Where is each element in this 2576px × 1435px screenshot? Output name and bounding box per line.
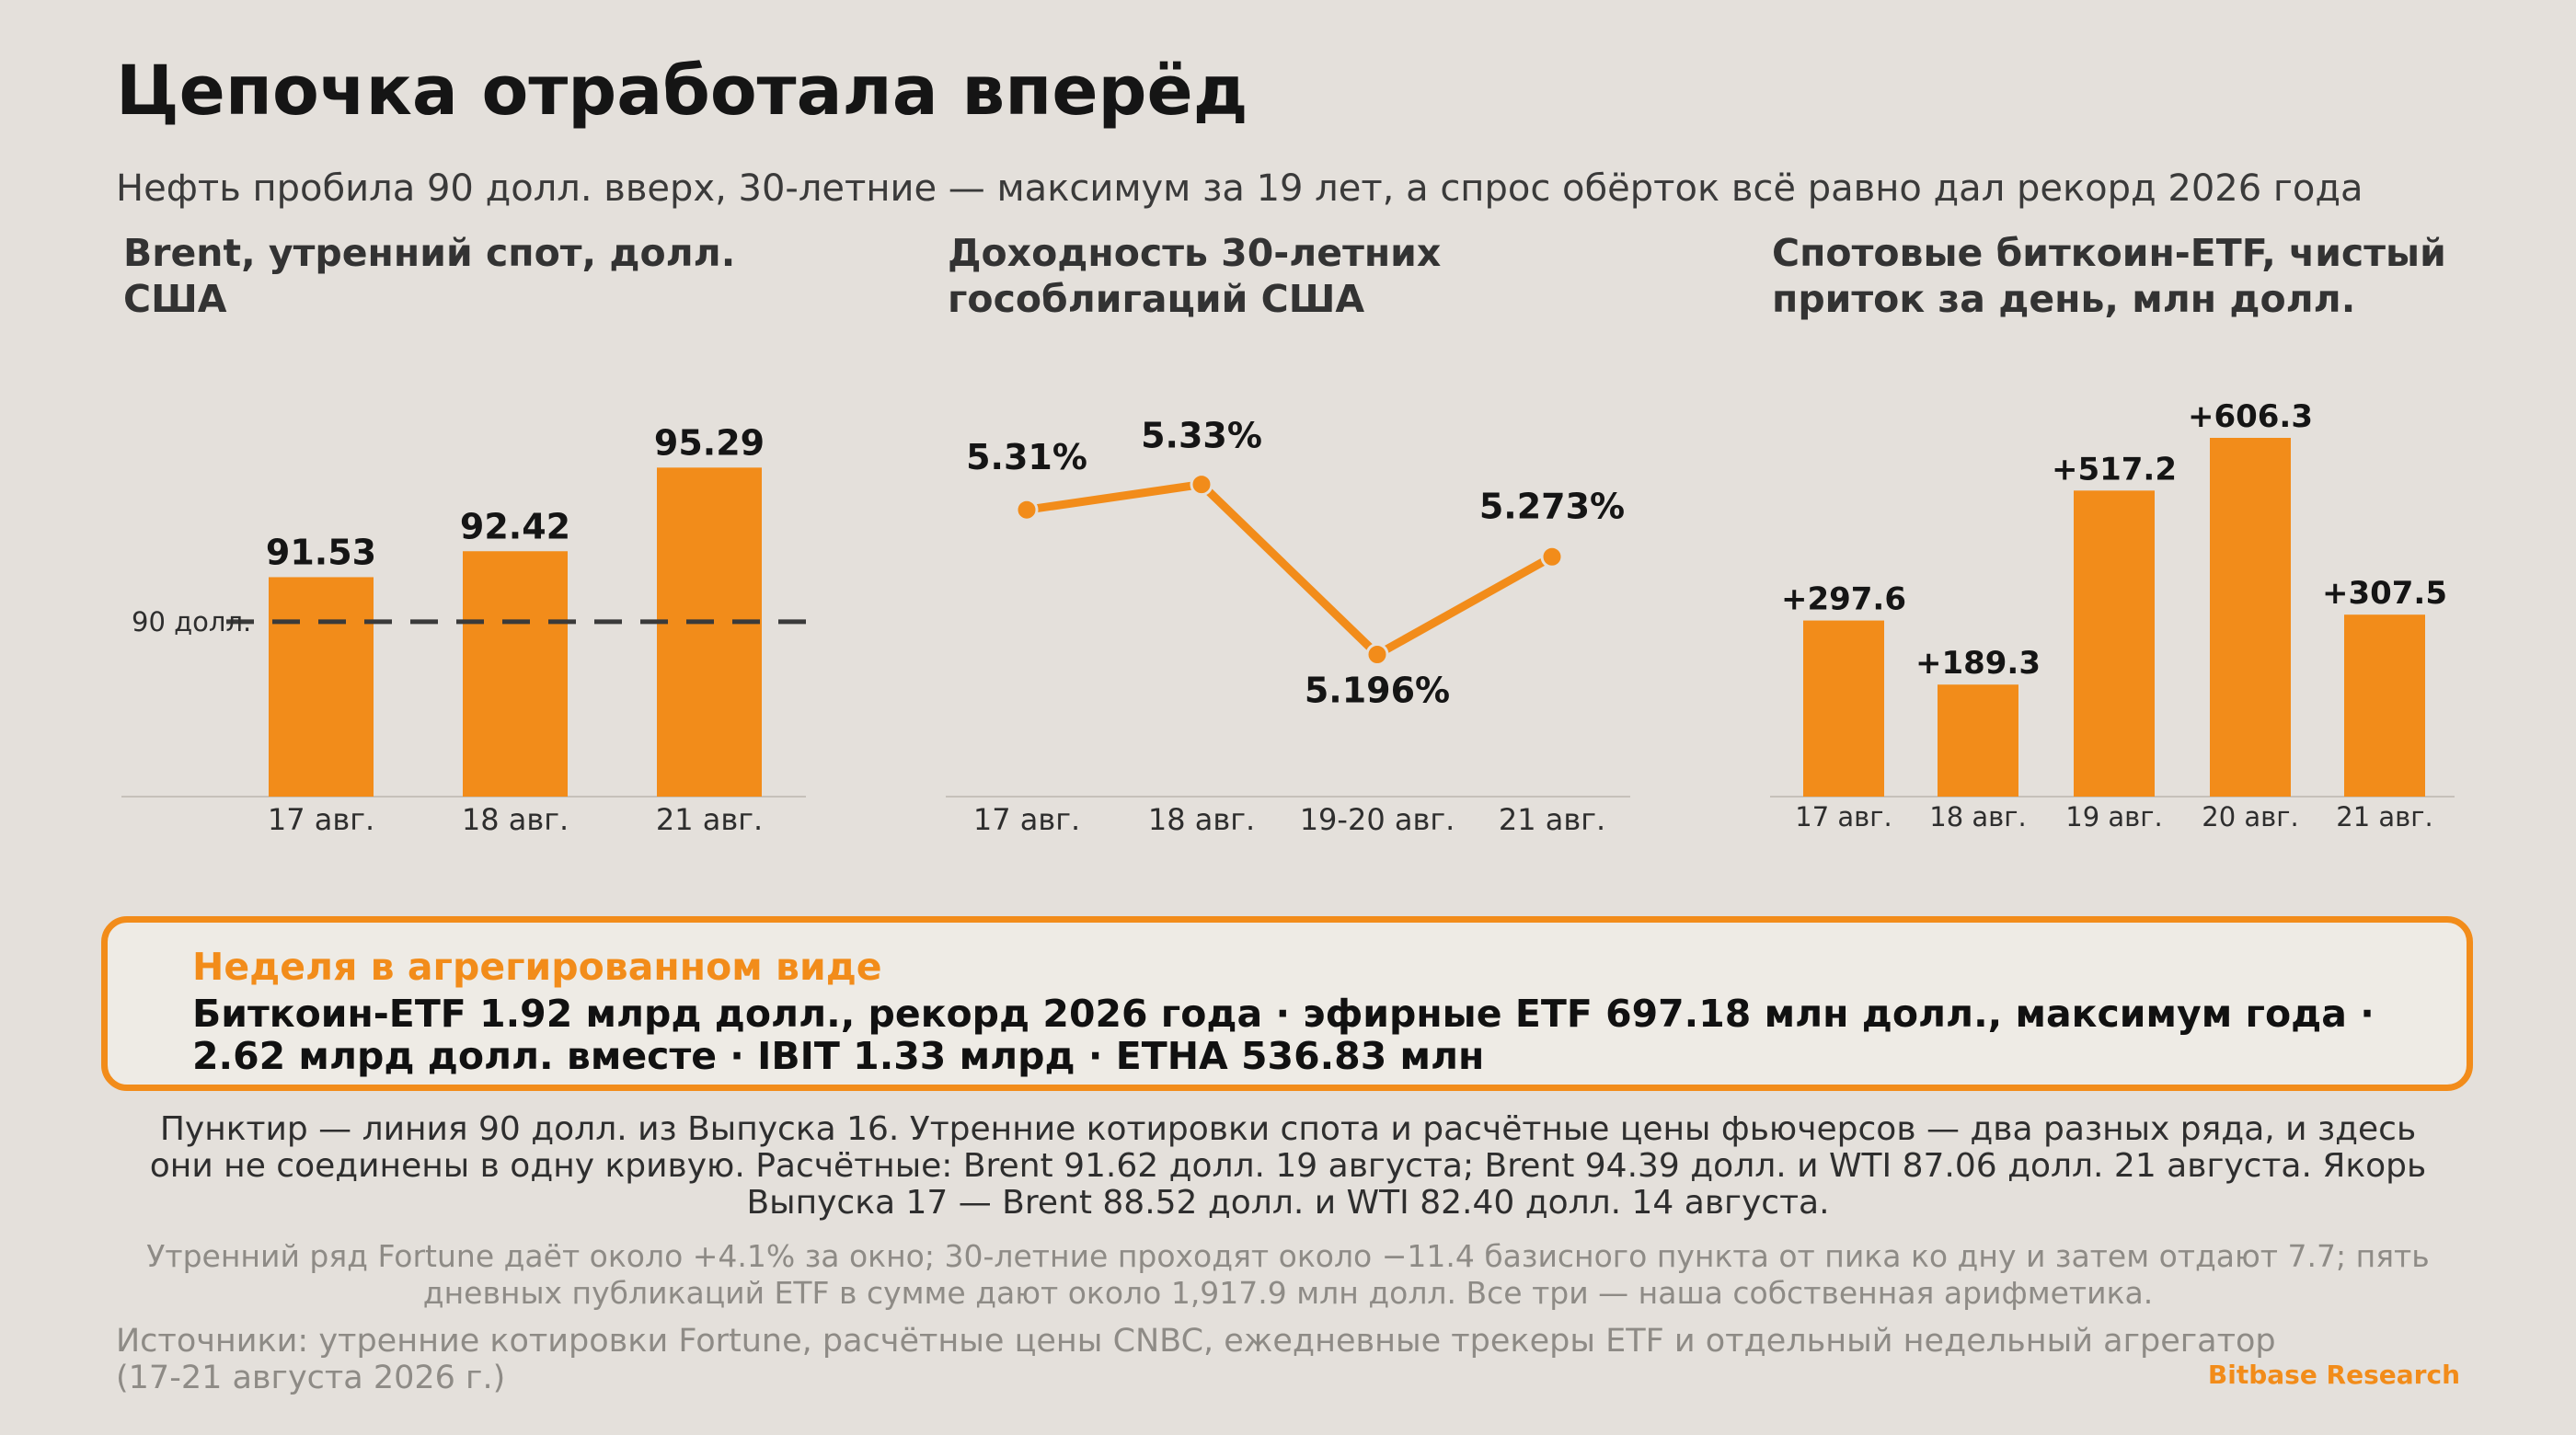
data-point <box>1190 473 1213 497</box>
etf-chart-title: Спотовые биткоин-ETF, чистый приток за д… <box>1772 231 2446 321</box>
etf-bar-chart: +297.6 17 авг. +189.3 18 авг. +517.2 19 авг. +… <box>1770 398 2455 832</box>
x-tick-label: 21 авг. <box>2336 801 2432 832</box>
methodology-note: Пунктир — линия 90 долл. из Выпуска 16. … <box>149 1110 2427 1222</box>
bar <box>2344 614 2425 797</box>
data-point <box>1540 545 1564 568</box>
brand-logo: Bitbase Research <box>2207 1360 2460 1390</box>
data-label: 5.31% <box>966 437 1087 477</box>
data-label: 5.33% <box>1141 416 1262 456</box>
data-point <box>1365 643 1389 667</box>
x-tick-label: 21 авг. <box>656 802 763 837</box>
summary-title: Неделя в агрегированном виде <box>192 945 882 989</box>
data-label: +517.2 <box>2052 451 2177 488</box>
bar <box>2074 490 2155 797</box>
yield-series-line <box>1022 480 1557 660</box>
x-tick-label: 19-20 авг. <box>1300 802 1455 837</box>
x-tick-label: 18 авг. <box>1148 802 1255 837</box>
x-tick-label: 17 авг. <box>268 802 374 837</box>
yield-chart-title: Доходность 30-летних гособлигаций США <box>948 231 1442 321</box>
data-point <box>1015 498 1039 522</box>
bar <box>2210 438 2291 797</box>
x-tick-label: 21 авг. <box>1499 802 1605 837</box>
data-label: 91.53 <box>266 532 376 572</box>
bar <box>463 551 568 797</box>
x-tick-label: 17 авг. <box>1795 801 1892 832</box>
arithmetic-note: Утренний ряд Fortune даёт около +4.1% за… <box>146 1238 2430 1311</box>
brent-bar-chart: 91.53 17 авг. 92.42 18 авг. 95.29 21 авг. 90 д… <box>121 422 806 837</box>
data-label: 5.273% <box>1479 486 1625 526</box>
page-title: Цепочка отработала вперёд <box>116 52 1248 131</box>
data-label: +297.6 <box>1781 581 1906 618</box>
brent-chart-panel: Brent, утренний спот, долл. США 91.53 17 … <box>116 230 815 855</box>
weekly-summary-box: Неделя в агрегированном виде Биткоин-ETF… <box>101 916 2473 1091</box>
x-tick-label: 17 авг. <box>973 802 1080 837</box>
sources-note: Источники: утренние котировки Fortune, р… <box>116 1323 2276 1396</box>
yield-chart-panel: Доходность 30-летних гособлигаций США 5.… <box>940 230 1639 855</box>
bar <box>1803 620 1884 797</box>
x-tick-label: 18 авг. <box>1929 801 2026 832</box>
x-tick-label: 20 авг. <box>2202 801 2298 832</box>
reference-line-label: 90 долл. <box>132 606 251 637</box>
data-label: 5.196% <box>1305 671 1450 711</box>
bar <box>269 577 374 797</box>
data-label: +189.3 <box>1915 645 2041 682</box>
etf-chart-panel: Спотовые биткоин-ETF, чистый приток за д… <box>1765 230 2464 855</box>
brent-chart-title: Brent, утренний спот, долл. США <box>123 231 736 321</box>
data-label: +307.5 <box>2322 575 2447 612</box>
x-tick-label: 19 авг. <box>2065 801 2162 832</box>
page-subtitle: Нефть пробила 90 долл. вверх, 30-летние … <box>116 167 2363 210</box>
data-label: 95.29 <box>654 422 765 463</box>
bar <box>1938 684 2018 797</box>
summary-text: Биткоин-ETF 1.92 млрд долл., рекорд 2026… <box>192 992 2375 1078</box>
data-label: +606.3 <box>2188 398 2313 435</box>
bar <box>657 467 762 797</box>
yield-line-chart: 5.31% 17 авг. 5.33% 18 авг. 5.196% 19-20 авг.… <box>946 416 1630 837</box>
data-label: 92.42 <box>460 506 570 546</box>
x-tick-label: 18 авг. <box>462 802 569 837</box>
